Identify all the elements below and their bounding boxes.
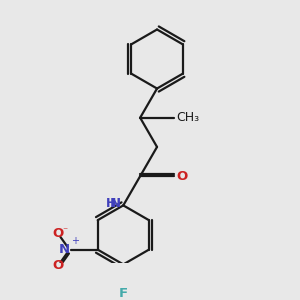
Text: ⁻: ⁻ [62, 226, 67, 236]
Text: +: + [71, 236, 79, 246]
Text: CH₃: CH₃ [176, 111, 199, 124]
Text: O: O [176, 170, 187, 183]
Text: N: N [110, 197, 121, 210]
Text: O: O [52, 259, 63, 272]
Text: H: H [106, 197, 116, 210]
Text: F: F [119, 287, 128, 300]
Text: O: O [52, 227, 63, 240]
Text: N: N [59, 243, 70, 256]
